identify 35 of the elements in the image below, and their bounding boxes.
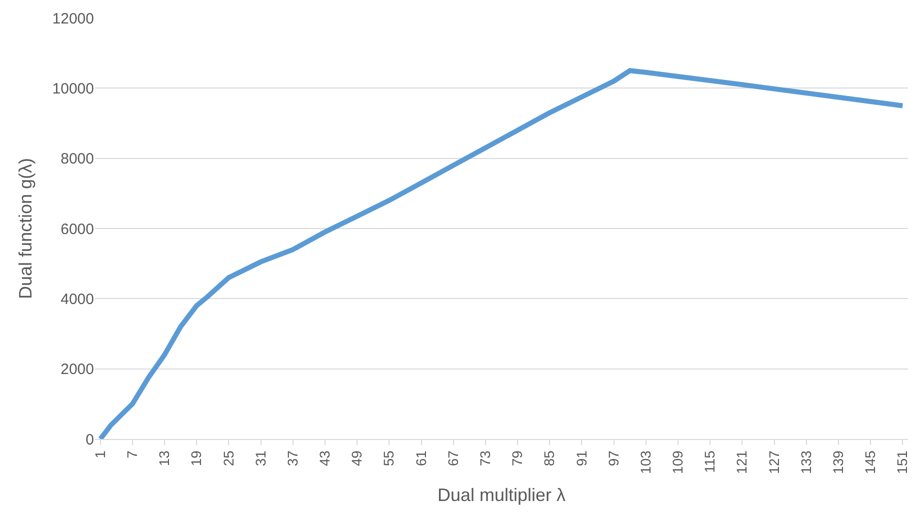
y-tick-label: 0 xyxy=(86,431,94,448)
x-tick-label: 61 xyxy=(412,450,429,466)
x-tick-label: 121 xyxy=(734,450,750,474)
x-tick-label: 73 xyxy=(477,450,493,466)
x-tick-label: 139 xyxy=(830,450,846,474)
x-tick-label: 133 xyxy=(798,450,814,474)
y-axis-title: Dual function g(λ) xyxy=(15,158,36,300)
x-tick-label: 85 xyxy=(541,450,558,466)
y-tick-label: 10000 xyxy=(52,80,94,98)
x-tick-label: 67 xyxy=(444,450,461,466)
y-tick-label: 6000 xyxy=(60,220,94,238)
x-tick-label: 49 xyxy=(348,450,365,466)
x-axis-title: Dual multiplier λ xyxy=(437,485,566,506)
x-tick-label: 7 xyxy=(124,450,140,458)
x-tick-label: 127 xyxy=(766,450,782,474)
x-tick-label: 13 xyxy=(156,450,172,466)
x-tick-label: 79 xyxy=(509,450,526,466)
x-tick-label: 55 xyxy=(380,450,397,466)
x-tick-label: 31 xyxy=(252,450,268,466)
x-tick-label: 115 xyxy=(702,450,718,473)
x-tick-label: 19 xyxy=(188,450,204,466)
x-tick-label: 43 xyxy=(316,450,333,466)
x-tick-label: 37 xyxy=(284,450,300,466)
y-tick-label: 2000 xyxy=(60,361,94,378)
x-tick-label: 103 xyxy=(637,450,654,474)
x-tick-label: 97 xyxy=(605,450,622,466)
y-tick-label: 8000 xyxy=(60,150,94,168)
x-tick-label: 109 xyxy=(670,450,686,474)
x-tick-label: 25 xyxy=(220,450,236,466)
x-tick-label: 151 xyxy=(894,450,910,474)
y-tick-label: 12000 xyxy=(52,10,94,28)
y-tick-label: 4000 xyxy=(60,290,94,308)
x-tick-label: 91 xyxy=(573,450,590,466)
x-tick-label: 1 xyxy=(92,450,108,458)
x-tick-label: 145 xyxy=(862,450,878,474)
